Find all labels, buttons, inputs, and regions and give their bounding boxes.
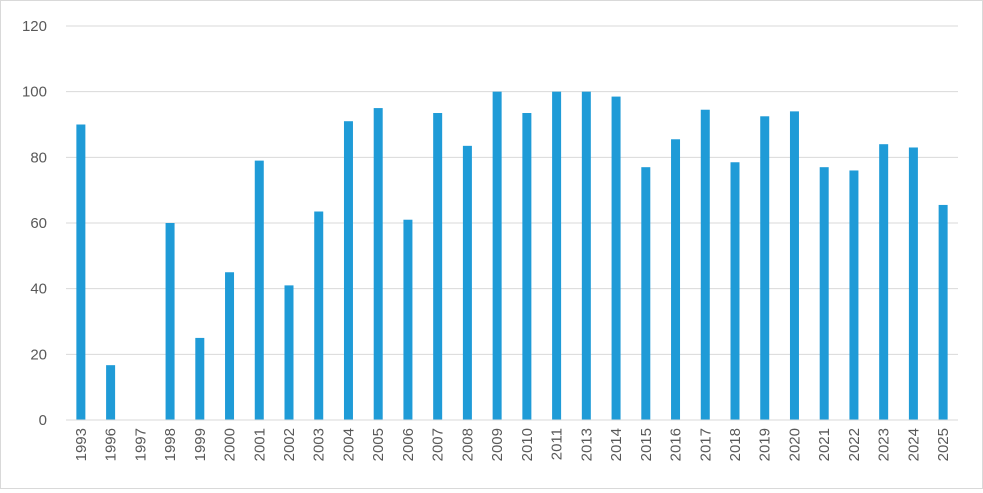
y-tick-label: 40 xyxy=(30,281,47,298)
bar-2000 xyxy=(225,272,235,420)
x-tick-label: 2015 xyxy=(638,428,655,461)
bar-2011 xyxy=(552,91,562,421)
x-tick-label: 1997 xyxy=(132,428,149,461)
bar-2018 xyxy=(730,162,740,420)
bar-2020 xyxy=(789,111,799,420)
x-tick-label: 2009 xyxy=(489,428,506,461)
x-tick-label: 1996 xyxy=(103,428,120,461)
x-tick-label: 2025 xyxy=(935,428,952,461)
bar-2021 xyxy=(819,167,829,420)
x-tick-label: 2008 xyxy=(459,428,476,461)
bars xyxy=(76,91,948,421)
x-tick-label: 2019 xyxy=(757,428,774,461)
bar-2009 xyxy=(492,91,502,421)
x-tick-label: 2002 xyxy=(281,428,298,461)
x-tick-label: 1998 xyxy=(162,428,179,461)
x-tick-label: 2007 xyxy=(430,428,447,461)
bar-2007 xyxy=(433,113,443,420)
x-tick-label: 2016 xyxy=(668,428,685,461)
bar-2002 xyxy=(284,285,294,420)
y-axis-ticks: 0 20 40 60 80 100 120 xyxy=(22,18,47,429)
x-tick-label: 2006 xyxy=(400,428,417,461)
gridlines xyxy=(66,25,958,355)
x-tick-label: 2005 xyxy=(370,428,387,461)
bar-2001 xyxy=(254,160,264,420)
bar-1999 xyxy=(195,337,205,420)
bar-2022 xyxy=(849,170,859,420)
x-tick-label: 2000 xyxy=(222,428,239,461)
bar-1996 xyxy=(106,365,116,420)
bar-2019 xyxy=(760,116,770,421)
bar-2003 xyxy=(314,211,324,420)
bar-2017 xyxy=(700,109,710,420)
y-tick-label: 60 xyxy=(30,215,47,232)
bar-1993 xyxy=(76,124,86,420)
bar-2023 xyxy=(879,144,889,420)
y-tick-label: 20 xyxy=(30,346,47,363)
x-tick-label: 2024 xyxy=(905,428,922,461)
y-tick-label: 100 xyxy=(22,84,47,101)
x-tick-label: 2010 xyxy=(519,428,536,461)
x-tick-label: 2021 xyxy=(816,428,833,461)
bar-2015 xyxy=(641,167,651,420)
x-tick-label: 2020 xyxy=(786,428,803,461)
bar-1998 xyxy=(165,223,175,420)
x-tick-label: 2013 xyxy=(578,428,595,461)
x-tick-label: 2022 xyxy=(846,428,863,461)
x-tick-label: 2018 xyxy=(727,428,744,461)
bar-2005 xyxy=(373,108,383,420)
y-tick-label: 120 xyxy=(22,18,47,35)
x-axis-ticks: 1993 1996 1997 1998 1999 2000 2001 2002 2003 2004… xyxy=(73,428,952,461)
x-tick-label: 2011 xyxy=(549,428,566,460)
x-tick-label: 2003 xyxy=(311,428,328,461)
bar-2013 xyxy=(581,91,591,421)
bar-2006 xyxy=(403,219,413,420)
bar-2016 xyxy=(671,139,681,420)
x-tick-label: 2014 xyxy=(608,428,625,461)
x-tick-label: 2001 xyxy=(251,428,268,461)
bar-2004 xyxy=(343,121,353,420)
bar-2024 xyxy=(908,147,918,420)
x-tick-label: 1999 xyxy=(192,428,209,461)
x-tick-label: 2017 xyxy=(697,428,714,461)
bar-2010 xyxy=(522,113,532,420)
bar-2025 xyxy=(938,204,948,420)
x-tick-label: 1993 xyxy=(73,428,90,461)
bar-2008 xyxy=(462,145,472,420)
x-tick-label: 2023 xyxy=(876,428,893,461)
x-tick-label: 2004 xyxy=(340,428,357,461)
bar-2014 xyxy=(611,96,621,420)
y-tick-label: 0 xyxy=(39,412,47,429)
y-tick-label: 80 xyxy=(30,149,47,166)
